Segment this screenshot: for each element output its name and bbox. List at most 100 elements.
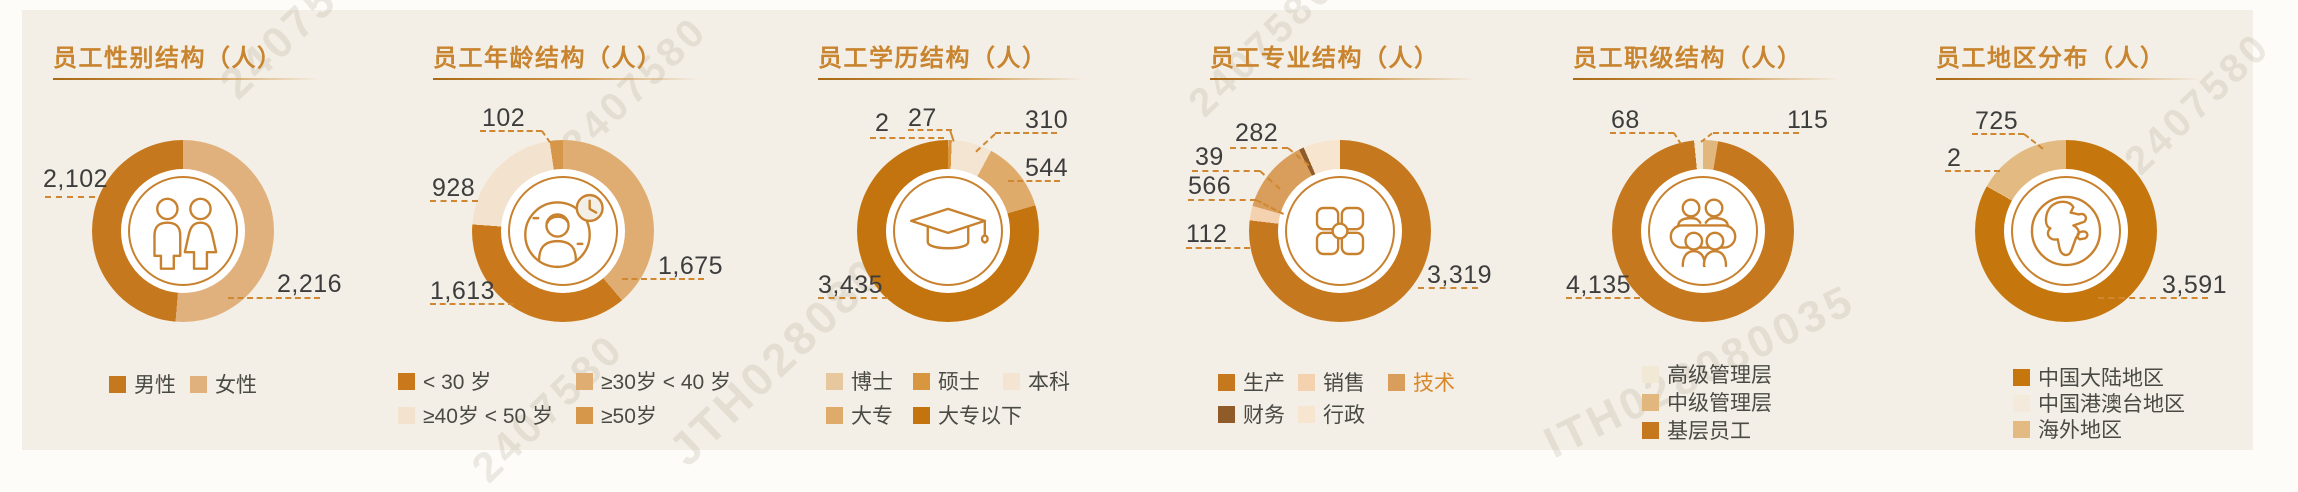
legend-item: 大专以下 [913,398,1022,432]
value-label: 2,216 [277,270,343,298]
legend-swatch [1642,393,1659,411]
value-label: 566 [1188,172,1232,200]
value-label: 4,135 [1566,271,1632,299]
legend-item: 生产 [1218,366,1298,398]
legend-label: 博士 [851,371,893,394]
value-label: 39 [1195,143,1224,171]
legend-label: 中国港澳台地区 [2038,393,2185,416]
donut-chart [92,140,274,322]
value-label: 2 [875,109,890,137]
value-label: 102 [482,104,526,132]
donut-chart [1249,140,1431,322]
legend-label: 技术 [1413,372,1455,395]
legend-label: ≥50岁 [601,405,657,428]
legend-item: ≥40岁 < 50 岁 [398,398,576,432]
donut-chart [1975,140,2157,322]
legend-label: 大专 [851,405,893,428]
legend-item: 中级管理层 [1642,388,1772,416]
value-label: 282 [1235,119,1279,147]
value-label: 2 [1947,144,1962,172]
background-panel [22,10,2253,450]
donut-chart [857,140,1039,322]
donut-inner-ring [2011,176,2121,286]
globe-icon [2020,185,2112,277]
chart-gender: 员工性别结构（人） 2,102 2,216 男性 女性 [0,0,369,460]
leader-line [1945,170,2000,172]
leader-line [430,303,514,305]
value-label: 310 [1025,106,1069,134]
legend-swatch [826,372,843,390]
male-female-icon [137,185,229,277]
value-label: 27 [908,104,937,132]
legend-swatch [109,375,126,393]
donut-inner-ring [893,176,1003,286]
leader-line [818,297,888,299]
legend-item: 女性 [190,369,257,399]
leader-line [228,297,320,299]
legend-label: 男性 [134,374,176,397]
legend: 中国大陆地区中国港澳台地区 海外地区 [2013,364,2185,442]
legend-item: 财务 [1218,398,1298,430]
legend-item: 技术 [1388,366,1503,398]
legend: 高级管理层 中级管理层 基层员工 [1642,360,1772,444]
value-label: 112 [1186,220,1228,248]
legend-item: ≥30岁 < 40 岁 [576,364,766,398]
value-label: 3,591 [2162,271,2228,299]
chart-title: 员工学历结构（人） [818,45,1048,72]
legend: < 30 岁 ≥30岁 < 40 岁 ≥40岁 < 50 岁 ≥50岁 [398,364,766,432]
legend-label: 女性 [215,374,257,397]
leader-line [1972,133,2024,135]
legend-label: 财务 [1243,404,1285,427]
leader-line [1713,132,1799,134]
legend-swatch [190,375,207,393]
title-underline [1936,78,2202,80]
legend-label: 硕士 [938,371,980,394]
leader-line [480,130,542,132]
value-label: 1,675 [658,252,724,280]
chart-profession: 员工专业结构（人） 282 39 566 112 3,319 生产 销售 技术 财务 行政 [1154,0,1526,460]
legend: 生产 销售 技术 财务 行政 [1218,366,1503,430]
legend-swatch [2013,394,2030,412]
chart-title: 员工职级结构（人） [1573,45,1803,72]
value-label: 725 [1975,107,2019,135]
title-underline [53,78,319,80]
team-meeting-icon [1657,185,1749,277]
person-clock-icon [517,185,609,277]
legend-item: 男性 [109,369,176,399]
title-underline [818,78,1084,80]
graduation-cap-icon [902,185,994,277]
value-label: 928 [432,174,476,202]
value-label: 1,613 [430,277,496,305]
value-label: 115 [1787,106,1829,134]
donut-inner-ring [1648,176,1758,286]
leader-line [870,137,944,139]
legend-item: 博士 [826,364,913,398]
value-label: 544 [1025,154,1069,182]
legend-swatch [1298,373,1315,391]
chart-region: 员工地区分布（人） 725 2 3,591 中国大陆地区 中国港澳台地区 海外地区 [1880,0,2252,460]
value-label: 2,102 [43,165,109,193]
legend: 男性 女性 [109,369,257,399]
legend-swatch [1642,421,1659,439]
legend-swatch [576,406,593,424]
title-underline [1573,78,1839,80]
legend-swatch [913,406,930,424]
legend-label: 海外地区 [2038,419,2122,442]
legend-swatch [2013,420,2030,438]
legend-swatch [1298,405,1315,423]
leader-line [1418,287,1478,289]
legend-swatch [2013,368,2030,386]
title-underline [433,78,699,80]
legend-swatch [398,372,415,390]
leader-line [995,132,1057,134]
legend-item: 基层员工 [1642,416,1772,444]
legend-label: 行政 [1323,404,1365,427]
legend: 博士 硕士 本科 大专 大专以下 [826,364,1118,432]
legend-swatch [826,406,843,424]
leader-line [622,278,704,280]
legend-item: < 30 岁 [398,364,576,398]
legend-label: 大专以下 [938,405,1022,428]
legend-item: 中国大陆地区 [2013,364,2185,390]
legend-swatch [1388,373,1405,391]
legend-label: ≥30岁 < 40 岁 [601,371,732,394]
